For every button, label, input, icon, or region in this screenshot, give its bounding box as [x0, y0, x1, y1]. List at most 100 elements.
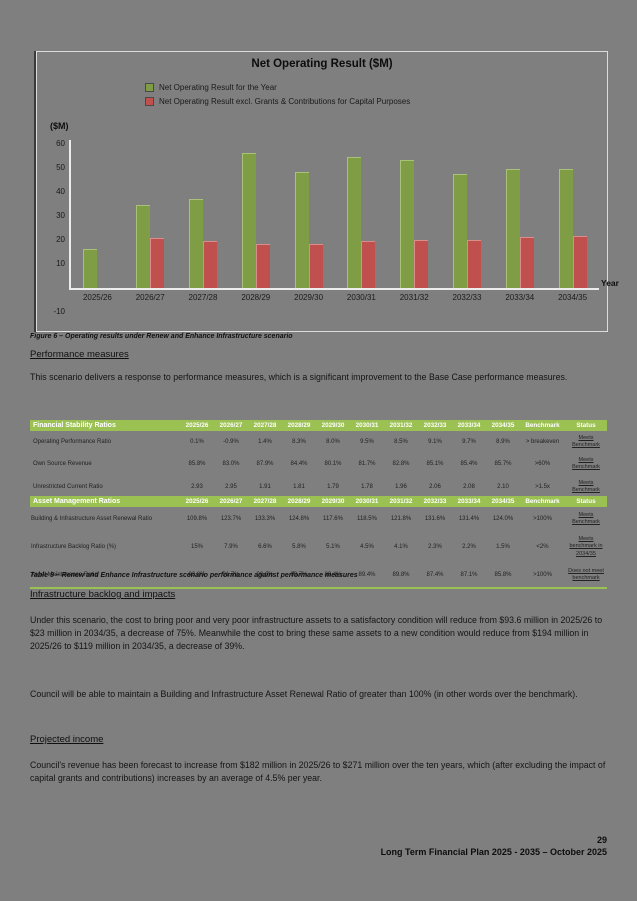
- bar: [294, 171, 309, 288]
- status-value: Meets Benchmark: [572, 435, 600, 449]
- column-header: 2033/34: [452, 420, 486, 431]
- ratio-value: 2.2%: [462, 543, 476, 550]
- table-row: Own Source Revenue 85.8% 83.0% 87.9% 84.4% 80…: [30, 453, 607, 475]
- bar-group: [335, 52, 388, 288]
- heading-infrastructure-backlog: Infrastructure backlog and impacts: [30, 589, 176, 600]
- ratio-value: 83.0%: [222, 461, 240, 468]
- ratio-value: -0.9%: [223, 439, 239, 446]
- ratio-value: 5.1%: [326, 543, 340, 550]
- column-header: Asset Management Ratios: [30, 496, 180, 507]
- ratio-value: 131.6%: [424, 516, 446, 523]
- x-tick-label: 2029/30: [294, 293, 324, 302]
- y-tick-label: 40: [56, 187, 65, 196]
- column-header: 2030/31: [350, 496, 384, 507]
- column-header: 2029/30: [316, 420, 350, 431]
- column-header: 2026/27: [214, 496, 248, 507]
- column-header: 2032/33: [418, 496, 452, 507]
- ratio-value: 118.5%: [357, 516, 377, 523]
- column-header: 2031/32: [384, 496, 418, 507]
- status-value: Does not meet benchmark: [568, 567, 604, 581]
- bar: [558, 169, 573, 288]
- x-tick-label: 2032/33: [452, 293, 482, 302]
- row-label: Operating Performance Ratio: [33, 439, 112, 446]
- ratio-value: 4.5%: [360, 543, 374, 550]
- ratio-value: 89.4%: [324, 571, 342, 578]
- ratio-value: 121.8%: [390, 516, 412, 523]
- ratio-value: 117.6%: [323, 516, 343, 523]
- legend-label: Net Operating Result for the Year: [159, 83, 277, 92]
- y-tick-label: 10: [56, 259, 65, 268]
- ratio-value: 2.3%: [428, 543, 442, 550]
- legend-item: Net Operating Result for the Year: [145, 83, 410, 92]
- paragraph-performance: This scenario delivers a response to per…: [30, 372, 568, 382]
- bar: [308, 243, 323, 288]
- y-tick-label: 20: [56, 235, 65, 244]
- row-label: Unrestricted Current Ratio: [33, 483, 103, 490]
- ratio-value: 87.9%: [256, 461, 274, 468]
- bar: [466, 239, 481, 288]
- ratio-value: 89.8%: [392, 571, 410, 578]
- ratio-value: 1.4%: [258, 439, 272, 446]
- paragraph-backlog-costs: Under this scenario, the cost to bring p…: [30, 615, 603, 652]
- chart-title: Net Operating Result ($M): [251, 58, 393, 70]
- bar: [414, 240, 429, 288]
- bar: [572, 235, 587, 288]
- ratio-value: 2.06: [429, 483, 441, 490]
- paragraph-projected-income: Council's revenue has been forecast to i…: [30, 760, 606, 784]
- x-axis-category-labels: 2025/26 2026/27 2027/28 2028/29 2029/30 2030/…: [71, 293, 599, 302]
- column-header: 2029/30: [316, 496, 350, 507]
- ratio-value: 1.91: [259, 483, 271, 490]
- x-tick-label: 2025/26: [82, 293, 112, 302]
- x-tick-label: 2033/34: [505, 293, 535, 302]
- ratio-value: 8.0%: [326, 439, 340, 446]
- ratio-value: 15%: [190, 543, 203, 550]
- ratio-value: 2.95: [225, 483, 237, 490]
- table-row: Infrastructure Backlog Ratio (%) 15% 7.9% 6…: [30, 531, 607, 562]
- column-header: Status: [565, 496, 607, 507]
- x-tick-label: 2026/27: [135, 293, 165, 302]
- ratio-value: 85.7%: [494, 461, 512, 468]
- bar: [188, 199, 203, 288]
- column-header: 2034/35: [486, 420, 520, 431]
- ratio-value: 85.4%: [460, 461, 478, 468]
- asset-management-ratios-table: Asset Management Ratios 2025/26 2026/27 202…: [30, 496, 607, 589]
- x-tick-label: 2030/31: [346, 293, 376, 302]
- column-header: 2027/28: [248, 496, 282, 507]
- row-label: Asset Maintenance Ratio: [31, 571, 98, 578]
- ratio-value: 8.9%: [496, 439, 510, 446]
- legend-swatch-icon: [145, 83, 154, 92]
- bar: [202, 241, 217, 288]
- ratio-value: 90.6%: [256, 571, 274, 578]
- table-row: Operating Performance Ratio 0.1% -0.9% 1.4%…: [30, 431, 607, 453]
- heading-projected-income: Projected income: [30, 734, 104, 745]
- bar-group: [71, 52, 124, 288]
- ratio-value: 85.8%: [494, 571, 512, 578]
- table-row: Building & Infrastructure Asset Renewal …: [30, 507, 607, 531]
- bar: [255, 243, 270, 288]
- bar-group: [546, 52, 599, 288]
- x-axis-label: Year: [601, 278, 619, 288]
- ratio-value: 133.3%: [254, 516, 276, 523]
- status-value: Meets Benchmark: [572, 479, 600, 493]
- ratio-value: 1.78: [361, 483, 373, 490]
- bar: [83, 248, 98, 288]
- bar: [519, 236, 534, 288]
- ratios-table: Financial Stability Ratios 2025/26 2026/27…: [30, 420, 607, 500]
- ratio-value: 84.4%: [290, 461, 308, 468]
- table-caption: Table 9 – Renew and Enhance Infrastructu…: [30, 572, 358, 579]
- column-header: Benchmark: [520, 420, 565, 431]
- ratio-value: 81.7%: [358, 461, 376, 468]
- ratio-value: 87.1%: [460, 571, 478, 578]
- bar: [136, 205, 151, 288]
- column-header: 2028/29: [282, 420, 316, 431]
- column-header: Financial Stability Ratios: [30, 420, 180, 431]
- bar-series-area: [71, 52, 599, 288]
- column-header: 2032/33: [418, 420, 452, 431]
- y-tick-label: 60: [56, 139, 65, 148]
- ratio-value: 8.3%: [292, 439, 306, 446]
- column-header: 2034/35: [486, 496, 520, 507]
- ratio-value: 123.7%: [220, 516, 242, 523]
- benchmark-value: >100%: [533, 571, 552, 578]
- heading-performance-measures: Performance measures: [30, 349, 129, 360]
- bar-group: [282, 52, 335, 288]
